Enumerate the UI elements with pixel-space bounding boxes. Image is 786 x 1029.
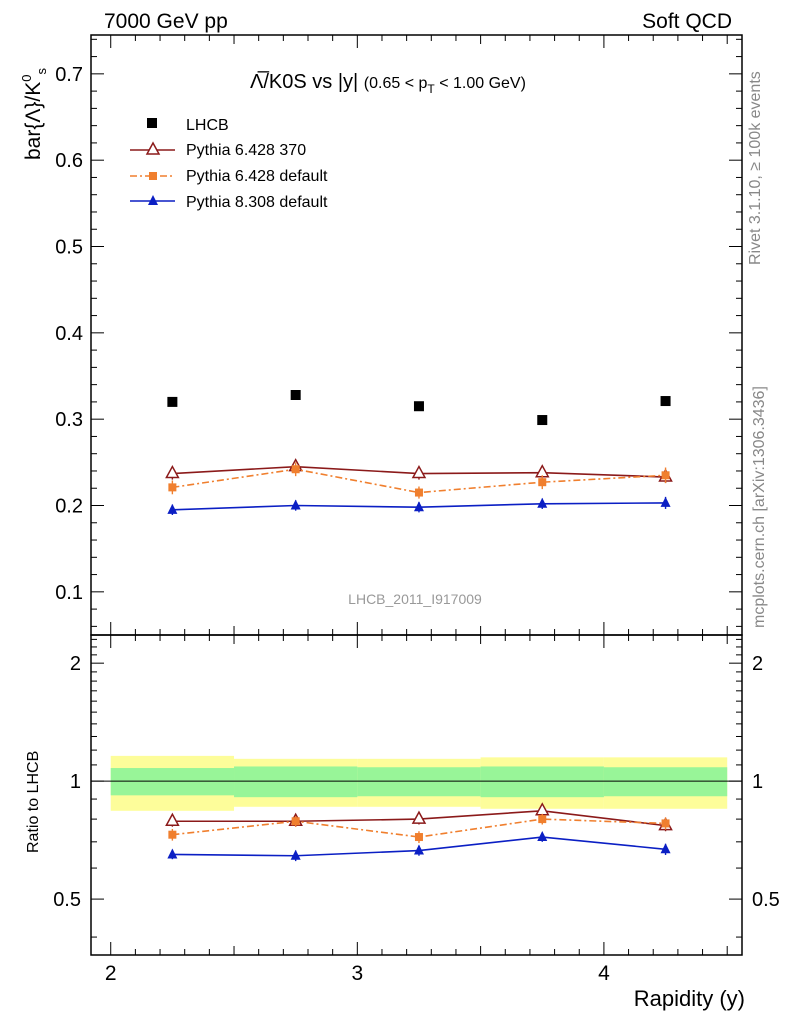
main-y-axis-label: bar{Λ}/K0s [19,68,49,160]
legend-label-pythia6-370: Pythia 6.428 370 [186,142,306,159]
main-y-tick-label: 0.7 [55,64,83,86]
ratio-y-tick-label-right: 0.5 [752,889,780,911]
ratio-pythia-6-428-default-marker [168,830,177,839]
legend-marker-pythia6-370 [145,141,161,155]
ratio-pythia-6-428-default-marker [661,819,670,828]
main-pythia-8-308-default-marker [537,497,548,508]
legend-marker-pythia6-default [149,172,157,180]
main-y-tick-label: 0.3 [55,409,83,431]
analysis-watermark: LHCB_2011_I917009 [348,591,482,607]
legend: LHCB Pythia 6.428 370 Pythia 6.428 defau… [130,117,328,211]
ratio-y-tick-label-right: 1 [752,771,763,793]
y-label-subscript: s [34,68,49,75]
legend-marker-lhcb [147,118,157,128]
main-y-tick-label: 0.5 [55,237,83,259]
ratio-pythia-6-428-default-marker [414,833,423,842]
uncertainty-band-inner [357,767,481,797]
main-y-tick-label: 0.2 [55,496,83,518]
main-lhcb-marker [290,390,301,400]
ratio-pythia-6-428-default-marker [291,817,300,826]
main-title: Λ̅/K0S vs |y| (0.65 < pT < 1.00 GeV) [250,70,526,96]
main-lhcb-marker [413,401,424,412]
energy-label: 7000 GeV pp [104,10,228,33]
main-pythia-6-428-370-marker [411,464,427,479]
ratio-pythia-8-308-default-marker [660,843,671,854]
main-pythia-6-428-370-marker [534,464,550,478]
main-y-tick-label: 0.6 [55,150,83,172]
main-pythia-6-428-default-marker [291,465,300,474]
ratio-y-tick-label: 2 [70,653,81,675]
main-pythia-6-428-default-marker [661,471,670,480]
main-lhcb-marker [167,396,178,407]
uncertainty-band-inner [234,766,358,798]
main-pythia-6-428-default-marker [538,478,547,487]
rivet-version-label: Rivet 3.1.10, ≥ 100k events [747,71,764,265]
title-main-text: Λ̅/K0S vs |y| [250,70,358,93]
ratio-y-tick-label: 0.5 [53,889,81,911]
uncertainty-band-inner [603,767,728,797]
uncertainty-band-inner [480,766,604,798]
y-label-superscript: 0 [19,75,34,82]
y-label-text: bar{Λ}/K [22,82,45,160]
main-pythia-6-428-default-marker [168,483,177,492]
uncertainty-band-inner [110,768,235,796]
main-y-tick-label: 0.4 [55,323,83,345]
ratio-y-axis-label: Ratio to LHCB [25,751,42,853]
legend-label-pythia6-default: Pythia 6.428 default [186,168,328,185]
main-pythia-8-308-default-marker [167,503,178,514]
ratio-pythia-6-428-370-marker [165,812,180,826]
title-cut-text: (0.65 < p [364,75,428,92]
ratio-panel-frame [90,634,743,956]
main-y-tick-label: 0.1 [55,582,83,604]
main-lhcb-marker [660,396,671,407]
ratio-y-tick-label: 1 [70,771,81,793]
title-cut-tail: < 1.00 GeV) [435,75,526,92]
x-axis-label: Rapidity (y) [634,986,745,1011]
source-reference-label: mcplots.cern.ch [arXiv:1306.3436] [751,386,768,628]
ratio-pythia-6-428-default-marker [538,815,547,824]
ratio-pythia-8-308-default-marker [537,831,548,842]
ratio-pythia-8-308-default-marker [290,849,301,860]
main-pythia-8-308-default-marker [413,501,424,512]
legend-label-pythia8-default: Pythia 8.308 default [186,194,328,211]
main-pythia-8-308-default-marker [290,499,301,510]
main-pythia-6-428-370-marker [165,464,180,479]
ratio-pythia-6-428-370-marker [411,810,427,824]
ratio-y-tick-label-right: 2 [752,653,763,675]
title-cut-subscript: T [427,82,435,96]
ratio-pythia-8-308-default-marker [413,844,424,855]
legend-label-lhcb: LHCB [186,117,229,134]
ratio-pythia-8-308-default-marker [167,848,178,859]
x-tick-label: 3 [351,962,363,985]
main-lhcb-marker [537,415,548,426]
main-pythia-6-428-default-marker [414,488,423,497]
plot-area: 0.1 0.2 0.3 0.4 0.5 0.6 0.7 0.5 0.5 1 1 2 2 2 3 4 [53,34,780,985]
process-label: Soft QCD [642,10,732,33]
x-tick-label: 2 [105,962,117,985]
legend-marker-pythia8-default [148,195,158,205]
main-pythia-8-308-default-marker [660,496,671,507]
x-tick-label: 4 [598,962,610,985]
